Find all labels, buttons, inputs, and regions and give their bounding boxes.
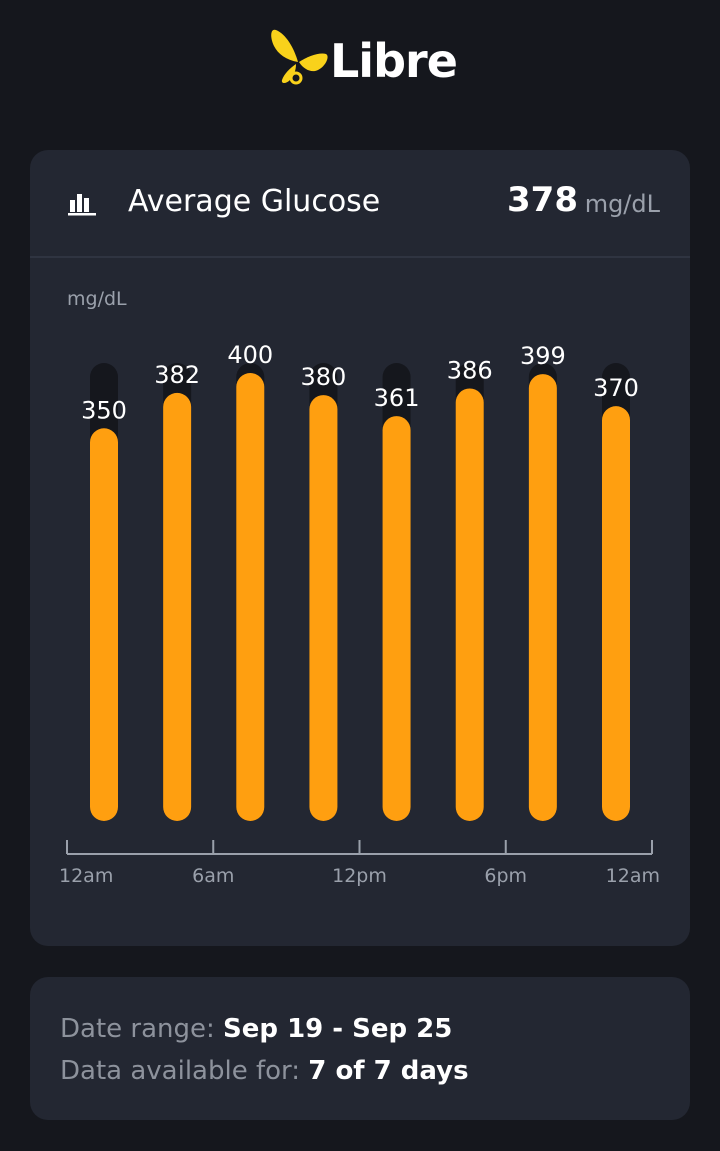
x-axis-tick-label: 6pm (484, 865, 527, 887)
bar-value-label: 370 (593, 374, 639, 402)
date-range-label: Date range: (60, 1014, 215, 1044)
app-name: Libre (330, 34, 458, 88)
bar-value-label: 386 (447, 356, 493, 384)
card-title: Average Glucose (128, 184, 381, 219)
data-available-label: Data available for: (60, 1056, 301, 1086)
glucose-chart: mg/dL 350 382 400 380 361 386 399 370 12am 6am 12p… (30, 258, 690, 918)
glucose-bar (90, 428, 118, 821)
glucose-bar (236, 373, 265, 821)
glucose-bar (455, 388, 484, 821)
x-axis-tick-label: 12am (606, 865, 660, 887)
libre-logo: Libre (268, 28, 458, 98)
x-axis-tick-label: 12pm (332, 865, 387, 887)
bar-value-label: 350 (81, 396, 127, 424)
date-range-value: Sep 19 - Sep 25 (223, 1014, 453, 1044)
average-glucose-card: Average Glucose 378 mg/dL mg/dL 350 382 40… (30, 150, 690, 946)
glucose-bar (528, 374, 557, 821)
glucose-bar (309, 395, 338, 821)
data-available-value: 7 of 7 days (308, 1056, 469, 1086)
average-glucose-unit: mg/dL (584, 190, 660, 218)
date-range-line: Date range: Sep 19 - Sep 25 (60, 1014, 452, 1044)
app-header: Libre (0, 0, 720, 130)
average-glucose-value: 378 (507, 180, 578, 220)
glucose-bar (382, 416, 411, 821)
bar-chart-svg: 350 382 400 380 361 386 399 370 12am 6am 12pm 6pm 12… (59, 341, 660, 887)
bar-chart-icon (68, 194, 96, 216)
bar-value-label: 382 (154, 361, 200, 389)
x-axis-tick-label: 6am (192, 865, 234, 887)
y-axis-unit-label: mg/dL (67, 288, 127, 310)
butterfly-logo-icon (271, 29, 328, 85)
data-info-card: Date range: Sep 19 - Sep 25 Data availab… (30, 977, 690, 1120)
bar-value-label: 361 (374, 384, 420, 412)
bar-value-label: 380 (301, 363, 347, 391)
bar-value-label: 399 (520, 342, 566, 370)
bar-value-label: 400 (227, 341, 273, 369)
card-header: Average Glucose 378 mg/dL (30, 150, 690, 258)
glucose-bar (602, 406, 630, 821)
data-available-line: Data available for: 7 of 7 days (60, 1056, 469, 1086)
x-axis-tick-label: 12am (59, 865, 113, 887)
glucose-bar (163, 392, 192, 821)
